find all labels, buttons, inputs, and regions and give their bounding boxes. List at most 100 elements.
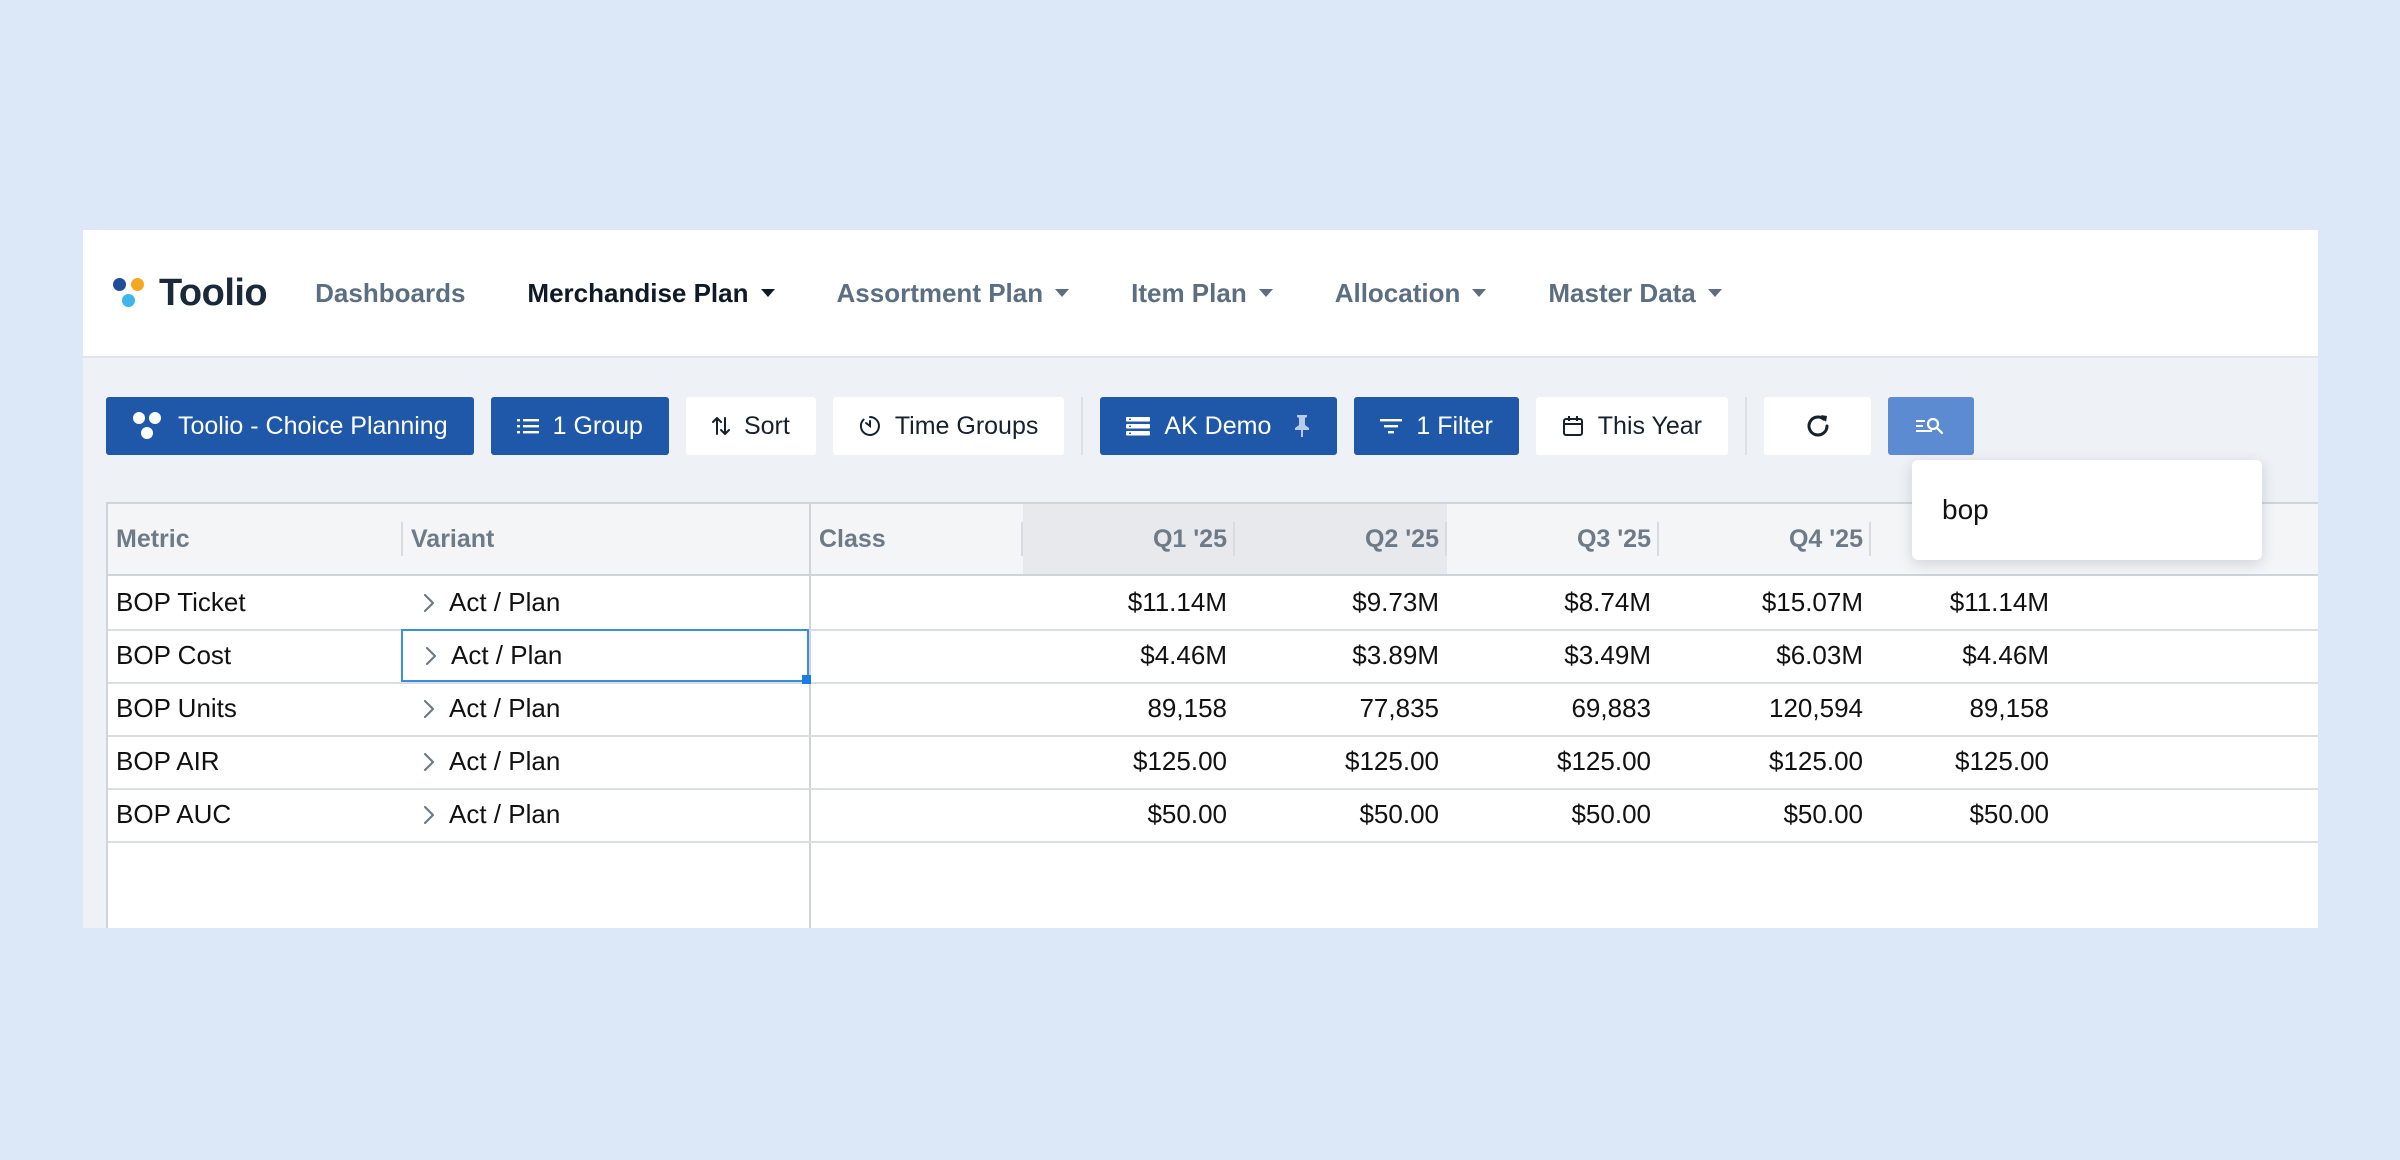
- column-divider[interactable]: [1657, 522, 1659, 556]
- value-cell[interactable]: $125.00: [1133, 746, 1227, 776]
- toolio-logo[interactable]: Toolio: [113, 271, 268, 315]
- sort-button[interactable]: Sort: [685, 397, 816, 455]
- value-cell[interactable]: $4.46M: [1962, 640, 2049, 670]
- value-cell[interactable]: $50.00: [1571, 799, 1651, 829]
- class-cell[interactable]: [811, 576, 1023, 629]
- time-groups-button[interactable]: Time Groups: [832, 397, 1065, 455]
- caret-down-icon: [1707, 289, 1722, 297]
- header-period-4[interactable]: Q4 '25: [1659, 504, 1871, 574]
- class-cell[interactable]: [811, 682, 1023, 735]
- nav-assortment-plan[interactable]: Assortment Plan: [837, 278, 1070, 309]
- header-period-1[interactable]: Q1 '25: [1023, 504, 1235, 574]
- value-cell[interactable]: 69,883: [1571, 693, 1651, 723]
- header-period-1-label: Q1 '25: [1152, 524, 1227, 553]
- value-cell[interactable]: 120,594: [1769, 693, 1863, 723]
- group-button[interactable]: 1 Group: [490, 397, 669, 455]
- column-divider[interactable]: [1445, 522, 1447, 556]
- refresh-icon: [1804, 412, 1832, 440]
- value-cell[interactable]: 77,835: [1359, 693, 1439, 723]
- header-metric[interactable]: Metric: [108, 504, 403, 574]
- view-label: AK Demo: [1164, 411, 1272, 440]
- value-cell[interactable]: $6.03M: [1776, 640, 1863, 670]
- value-cell[interactable]: $8.74M: [1564, 587, 1651, 617]
- value-cell[interactable]: $50.00: [1783, 799, 1863, 829]
- variant-cell[interactable]: Act / Plan: [401, 788, 809, 841]
- header-period-3[interactable]: Q3 '25: [1447, 504, 1659, 574]
- value-cell[interactable]: $11.14M: [1949, 587, 2049, 617]
- table-row[interactable]: BOP AIR Act / Plan $125.00 $125.00 $125.00 $1…: [108, 735, 2318, 790]
- toolbar: Toolio - Choice Planning 1 Group Sort Ti…: [106, 397, 1991, 455]
- metric-cell[interactable]: BOP AUC: [116, 799, 232, 829]
- value-cell[interactable]: $9.73M: [1352, 587, 1439, 617]
- view-button[interactable]: AK Demo: [1100, 397, 1338, 455]
- header-class[interactable]: Class: [811, 504, 1023, 574]
- class-cell[interactable]: [811, 735, 1023, 788]
- column-divider[interactable]: [1021, 522, 1023, 556]
- metric-cell[interactable]: BOP AIR: [116, 746, 220, 776]
- sort-arrows-icon: [711, 415, 730, 437]
- variant-cell[interactable]: Act / Plan: [401, 576, 809, 629]
- value-cell[interactable]: $50.00: [1969, 799, 2049, 829]
- value-cell[interactable]: $4.46M: [1140, 640, 1227, 670]
- class-cell[interactable]: [811, 788, 1023, 841]
- value-cell[interactable]: $125.00: [1955, 746, 2049, 776]
- variant-label: Act / Plan: [449, 693, 561, 723]
- chevron-right-icon[interactable]: [425, 646, 437, 666]
- nav-dashboards[interactable]: Dashboards: [315, 278, 465, 309]
- group-label: 1 Group: [552, 411, 643, 440]
- period-button[interactable]: This Year: [1535, 397, 1729, 455]
- search-toggle-button[interactable]: [1888, 397, 1975, 455]
- header-period-2[interactable]: Q2 '25: [1235, 504, 1447, 574]
- caret-down-icon: [1055, 289, 1070, 297]
- toolbar-divider: [1081, 397, 1084, 455]
- value-cell[interactable]: $125.00: [1345, 746, 1439, 776]
- variant-cell[interactable]: Act / Plan: [401, 629, 811, 684]
- nav-master-data[interactable]: Master Data: [1548, 278, 1722, 309]
- plan-selector-button[interactable]: Toolio - Choice Planning: [106, 397, 474, 455]
- value-cell[interactable]: $125.00: [1769, 746, 1863, 776]
- column-divider[interactable]: [1869, 522, 1871, 556]
- value-cell[interactable]: $50.00: [1147, 799, 1227, 829]
- chevron-right-icon[interactable]: [423, 752, 435, 772]
- column-divider[interactable]: [1233, 522, 1235, 556]
- metric-cell[interactable]: BOP Units: [116, 693, 237, 723]
- value-cell[interactable]: $15.07M: [1761, 587, 1863, 617]
- nav-allocation[interactable]: Allocation: [1335, 278, 1487, 309]
- table-row[interactable]: BOP Ticket Act / Plan $11.14M $9.73M $8.74M $…: [108, 576, 2318, 631]
- value-cell[interactable]: $50.00: [1359, 799, 1439, 829]
- chevron-right-icon[interactable]: [423, 699, 435, 719]
- value-cell[interactable]: 89,158: [1969, 693, 2049, 723]
- chevron-right-icon[interactable]: [423, 593, 435, 613]
- fill-handle[interactable]: [802, 675, 811, 684]
- metric-cell[interactable]: BOP Cost: [116, 640, 232, 670]
- nav-merchandise-plan-label: Merchandise Plan: [527, 277, 749, 308]
- table-row[interactable]: BOP Units Act / Plan 89,158 77,835 69,883 120…: [108, 682, 2318, 737]
- toolbar-divider: [1745, 397, 1748, 455]
- filter-button[interactable]: 1 Filter: [1354, 397, 1519, 455]
- variant-label: Act / Plan: [449, 587, 561, 617]
- value-cell[interactable]: $11.14M: [1127, 587, 1227, 617]
- header-variant[interactable]: Variant: [403, 504, 809, 574]
- search-input[interactable]: [1940, 493, 2234, 527]
- metric-cell[interactable]: BOP Ticket: [116, 587, 246, 617]
- top-nav: Toolio Dashboards Merchandise Plan Assor…: [83, 230, 2318, 358]
- value-cell[interactable]: $3.49M: [1564, 640, 1651, 670]
- column-divider[interactable]: [401, 522, 403, 556]
- variant-cell[interactable]: Act / Plan: [401, 682, 809, 735]
- value-cell[interactable]: $3.89M: [1352, 640, 1439, 670]
- table-row[interactable]: BOP Cost Act / Plan $4.46M $3.89M $3.49M $6.0…: [108, 629, 2318, 684]
- refresh-button[interactable]: [1764, 397, 1872, 455]
- plan-grid: Metric Variant Class Q1 '25 Q2 '25 Q3 '2…: [106, 502, 2318, 928]
- nav-item-plan[interactable]: Item Plan: [1131, 278, 1273, 309]
- app-name: Toolio: [159, 271, 268, 314]
- chevron-right-icon[interactable]: [423, 805, 435, 825]
- value-cell[interactable]: $125.00: [1557, 746, 1651, 776]
- class-cell[interactable]: [811, 629, 1023, 682]
- value-cell[interactable]: 89,158: [1147, 693, 1227, 723]
- variant-cell[interactable]: Act / Plan: [401, 735, 809, 788]
- pin-icon[interactable]: [1293, 414, 1311, 438]
- table-row[interactable]: BOP AUC Act / Plan $50.00 $50.00 $50.00 $50.0…: [108, 788, 2318, 843]
- nav-merchandise-plan[interactable]: Merchandise Plan: [527, 277, 775, 309]
- sort-label: Sort: [743, 411, 790, 440]
- search-popup: [1912, 460, 2262, 560]
